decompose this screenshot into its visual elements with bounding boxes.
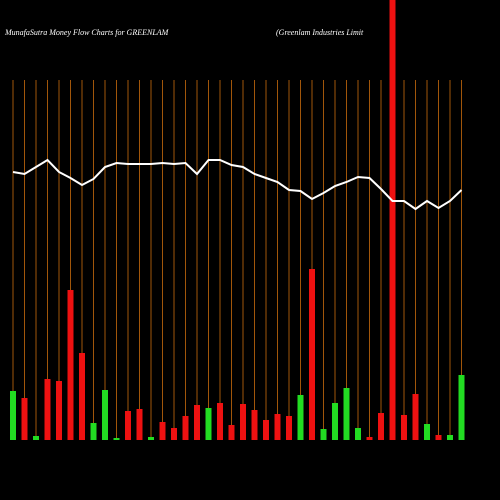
chart-title: MunafaSutra Money Flow Charts for GREENL… [4,28,170,37]
bar [113,438,120,440]
bar [447,435,453,440]
bar [44,379,51,440]
bar [67,290,74,440]
bar [228,425,235,440]
bar [159,422,166,440]
bar [355,428,361,440]
bar [263,420,269,440]
bar [389,0,396,440]
chart-subtitle: (Greenlam Industries Limit [276,28,364,37]
bar [240,404,246,440]
bar [309,269,315,440]
bar [136,409,143,440]
bar [435,435,442,440]
bar [56,381,62,440]
bar [10,391,16,440]
bar [458,375,465,440]
bar [125,411,131,440]
bar [79,353,85,440]
bar [274,414,281,440]
bar [194,405,200,440]
bar [90,423,97,440]
bar [424,424,430,440]
bar [171,428,177,440]
bar [343,388,350,440]
bar [366,437,373,440]
bar [378,413,384,440]
bar [320,429,327,440]
bar [148,437,154,440]
bar [33,436,39,440]
bar [21,398,28,440]
bar [102,390,108,440]
money-flow-line [12,158,463,211]
bar [412,394,419,440]
bar [217,403,223,440]
bar [286,416,292,440]
bar [205,408,212,440]
bar [182,416,189,440]
bar [332,403,338,440]
bar [297,395,304,440]
bar [401,415,407,440]
bar [251,410,258,440]
